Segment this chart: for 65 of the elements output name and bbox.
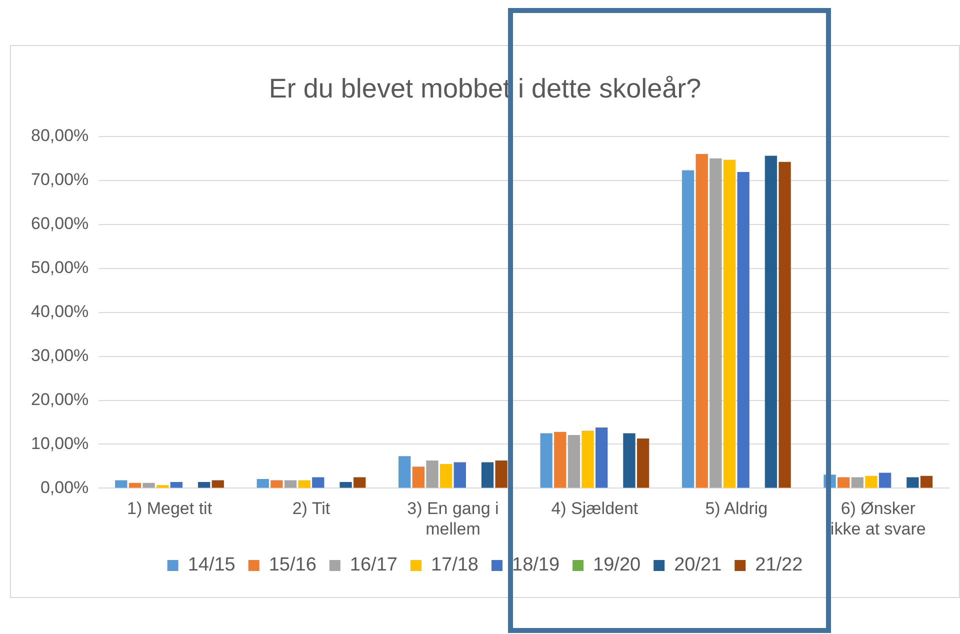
chart-title: Er du blevet mobbet i dette skoleår? [268, 74, 702, 104]
bar [682, 170, 694, 488]
y-tick-label: 30,00% [30, 346, 89, 365]
bar [412, 466, 424, 488]
bar [920, 476, 933, 488]
bar [851, 477, 864, 488]
bar [170, 482, 183, 488]
x-tick-label: 6) Ønsker ikke at svare [830, 499, 926, 538]
bar [838, 477, 850, 488]
legend-label: 20/21 [674, 554, 722, 576]
bar [568, 434, 580, 488]
bar [440, 464, 452, 488]
bar [212, 480, 224, 488]
y-tick-label: 40,00% [30, 302, 89, 321]
x-tick-label: 5) Aldrig [705, 499, 768, 518]
bar [398, 456, 411, 488]
bar [778, 162, 791, 488]
y-tick-label: 80,00% [30, 126, 89, 146]
x-tick-label: 4) Sjældent [551, 499, 638, 518]
bar [142, 482, 155, 488]
bar [865, 476, 878, 488]
bar [636, 438, 650, 488]
bar [495, 460, 508, 488]
bar [128, 482, 142, 488]
legend-label: 14/15 [188, 554, 236, 576]
bar [481, 462, 494, 488]
x-tick-label: 3) En gang i mellem [407, 499, 499, 538]
y-tick-label: 10,00% [30, 434, 89, 453]
bar [198, 482, 210, 488]
legend-label: 19/20 [593, 554, 641, 576]
bar [270, 480, 283, 488]
x-tick-label: 2) Tit [292, 499, 330, 518]
bar [582, 430, 594, 488]
y-tick-label: 70,00% [30, 170, 89, 190]
bar [696, 154, 708, 488]
bar [878, 472, 892, 488]
bar [454, 462, 466, 488]
y-tick-label: 60,00% [30, 214, 89, 234]
bar [354, 477, 366, 488]
bar [298, 480, 310, 488]
bar [710, 158, 722, 488]
bar [156, 485, 169, 488]
y-tick-label: 20,00% [30, 390, 89, 409]
bar [906, 477, 919, 488]
legend-label: 17/18 [430, 554, 478, 576]
bar [256, 478, 269, 488]
bar [596, 428, 608, 488]
legend-label: 15/16 [268, 554, 316, 576]
bar [284, 480, 297, 488]
bar [723, 160, 736, 488]
bar [764, 156, 778, 488]
legend-label: 21/22 [755, 554, 803, 576]
bar [737, 172, 750, 488]
bar [312, 477, 324, 488]
y-tick-label: 50,00% [30, 258, 89, 278]
bar [115, 480, 128, 488]
legend-label: 16/17 [350, 554, 398, 576]
y-tick-label: 0,00% [40, 478, 89, 497]
bar [340, 482, 352, 488]
bar [554, 432, 566, 488]
bar [426, 460, 438, 488]
legend-label: 18/19 [512, 554, 560, 576]
bar [540, 433, 552, 488]
x-tick-label: 1) Meget tit [126, 499, 212, 518]
bar [623, 433, 636, 488]
